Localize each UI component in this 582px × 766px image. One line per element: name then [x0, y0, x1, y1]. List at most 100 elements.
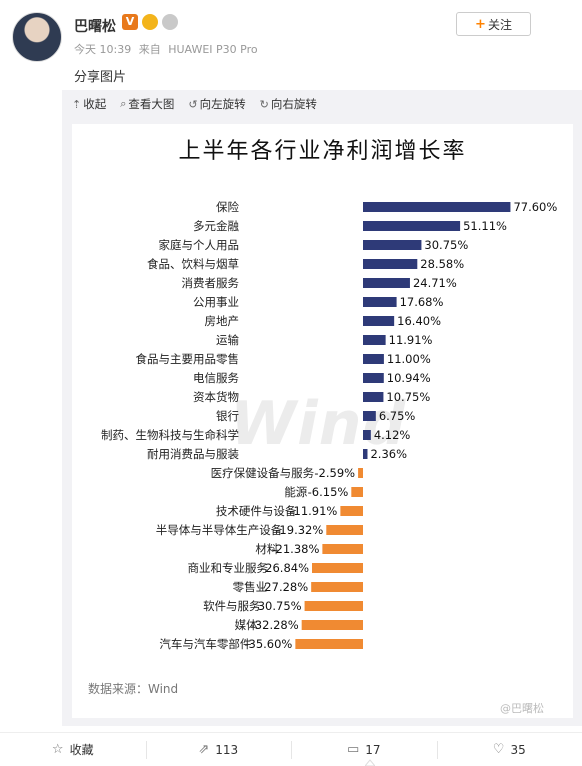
- bar: [363, 316, 395, 326]
- avatar[interactable]: [12, 12, 62, 62]
- like-button[interactable]: ♡ 35: [436, 733, 582, 766]
- image-viewer: ⇡ 收起 ⌕ 查看大图 ↺ 向左旋转 ↻ 向右旋转 Wind 上半年各行业净利润增长率 …: [62, 90, 582, 726]
- collapse-icon: ⇡: [72, 97, 82, 111]
- category-label: 食品、饮料与烟草: [147, 257, 239, 271]
- category-label: 媒体: [235, 618, 258, 632]
- bar: [326, 525, 363, 535]
- bar: [363, 373, 384, 383]
- weibo-watermark: @巴曙松: [500, 702, 544, 715]
- rotate-right-button[interactable]: ↻ 向右旋转: [260, 96, 317, 112]
- value-label: 2.36%: [370, 447, 407, 461]
- crown-icon[interactable]: [142, 14, 158, 30]
- follow-label: 关注: [487, 17, 512, 32]
- category-label: 食品与主要用品零售: [136, 352, 240, 366]
- username[interactable]: 巴曙松: [74, 19, 116, 35]
- view-large-button[interactable]: ⌕ 查看大图: [120, 96, 174, 112]
- bar: [311, 582, 363, 592]
- follow-button[interactable]: + 关注: [456, 12, 531, 36]
- bar: [363, 259, 418, 269]
- category-label: 汽车与汽车零部件: [159, 637, 251, 651]
- bar: [363, 278, 410, 288]
- value-label: 6.75%: [379, 409, 416, 423]
- comment-caret-icon: [365, 759, 375, 766]
- category-label: 耐用消费品与服装: [147, 447, 239, 461]
- bar: [363, 221, 461, 231]
- thumbs-up-icon: ♡: [492, 742, 505, 757]
- value-label: -21.38%: [271, 542, 319, 556]
- category-label: 消费者服务: [182, 276, 240, 290]
- bar: [358, 468, 363, 478]
- image-toolbar: ⇡ 收起 ⌕ 查看大图 ↺ 向左旋转 ↻ 向右旋转: [62, 90, 582, 118]
- value-label: -2.59%: [314, 466, 355, 480]
- favorite-label: 收藏: [69, 743, 94, 757]
- category-label: 运输: [216, 333, 239, 347]
- comment-button[interactable]: ▭ 17: [291, 733, 437, 766]
- category-label: 房地产: [205, 314, 240, 328]
- value-label: 77.60%: [513, 200, 557, 214]
- medal-icon[interactable]: [162, 14, 178, 30]
- repost-icon: ⇗: [198, 742, 210, 757]
- comment-icon: ▭: [346, 742, 360, 757]
- view-large-label: 查看大图: [128, 97, 175, 111]
- post-meta: 今天 10:39 来自 HUAWEI P30 Pro: [74, 41, 258, 57]
- bar: [363, 411, 376, 421]
- bar: [363, 202, 511, 212]
- value-label: 28.58%: [420, 257, 464, 271]
- repost-button[interactable]: ⇗ 113: [145, 733, 292, 766]
- collapse-label: 收起: [83, 97, 107, 111]
- category-label: 软件与服务: [203, 599, 261, 613]
- category-label: 电信服务: [193, 371, 239, 385]
- bar: [351, 487, 363, 497]
- category-label: 家庭与个人用品: [159, 238, 240, 252]
- bar: [322, 544, 363, 554]
- value-label: -32.28%: [251, 618, 299, 632]
- value-label: 11.00%: [387, 352, 431, 366]
- category-label: 银行: [216, 409, 239, 423]
- bar: [363, 449, 368, 459]
- value-label: 10.75%: [386, 390, 430, 404]
- category-label: 制药、生物科技与生命科学: [101, 428, 239, 442]
- action-bar: ☆ 收藏 ⇗ 113 ▭ 17 ♡ 35: [0, 732, 582, 766]
- value-label: 30.75%: [424, 238, 468, 252]
- value-label: -27.28%: [260, 580, 308, 594]
- bar: [301, 620, 363, 630]
- plus-icon: +: [475, 16, 486, 32]
- bar: [363, 240, 422, 250]
- bar: [340, 506, 363, 516]
- post-text: 分享图片: [74, 70, 127, 85]
- shared-image[interactable]: Wind 上半年各行业净利润增长率 77.60% 保险 51.11% 多元金融 30.7…: [72, 124, 573, 718]
- post-time[interactable]: 今天 10:39: [74, 43, 132, 56]
- star-icon: ☆: [51, 742, 64, 757]
- value-label: 16.40%: [397, 314, 441, 328]
- value-label: -30.75%: [254, 599, 302, 613]
- value-label: 51.11%: [463, 219, 507, 233]
- category-label: 保险: [216, 200, 239, 214]
- magnifier-icon: ⌕: [120, 97, 127, 110]
- category-label: 多元金融: [193, 219, 239, 233]
- bar: [295, 639, 363, 649]
- value-label: 24.71%: [413, 276, 457, 290]
- rotate-right-label: 向右旋转: [270, 97, 317, 111]
- category-label: 医疗保健设备与服务: [211, 466, 315, 480]
- repost-count: 113: [215, 742, 239, 757]
- category-label: 公用事业: [193, 295, 239, 309]
- bar-chart: 77.60% 保险 51.11% 多元金融 30.75% 家庭与个人用品 28.58% 食品、…: [101, 200, 557, 651]
- post-header: 巴曙松 V 今天 10:39 来自 HUAWEI P30 Pro 分享图片 + …: [0, 0, 582, 90]
- bar: [363, 297, 397, 307]
- category-label: 零售业: [233, 580, 268, 594]
- favorite-button[interactable]: ☆ 收藏: [0, 733, 146, 766]
- rotate-right-icon: ↻: [259, 97, 269, 111]
- bar: [304, 601, 363, 611]
- bar: [363, 335, 386, 345]
- bar: [363, 354, 384, 364]
- value-label: -6.15%: [308, 485, 349, 499]
- category-label: 技术硬件与设备: [216, 504, 297, 518]
- collapse-button[interactable]: ⇡ 收起: [72, 96, 106, 112]
- rotate-left-icon: ↺: [188, 97, 198, 111]
- category-label: 商业和专业服务: [188, 561, 269, 575]
- rotate-left-button[interactable]: ↺ 向左旋转: [188, 96, 245, 112]
- value-label: -11.91%: [289, 504, 337, 518]
- verified-v-icon[interactable]: V: [122, 14, 138, 30]
- value-label: -19.32%: [275, 523, 323, 537]
- value-label: -26.84%: [261, 561, 309, 575]
